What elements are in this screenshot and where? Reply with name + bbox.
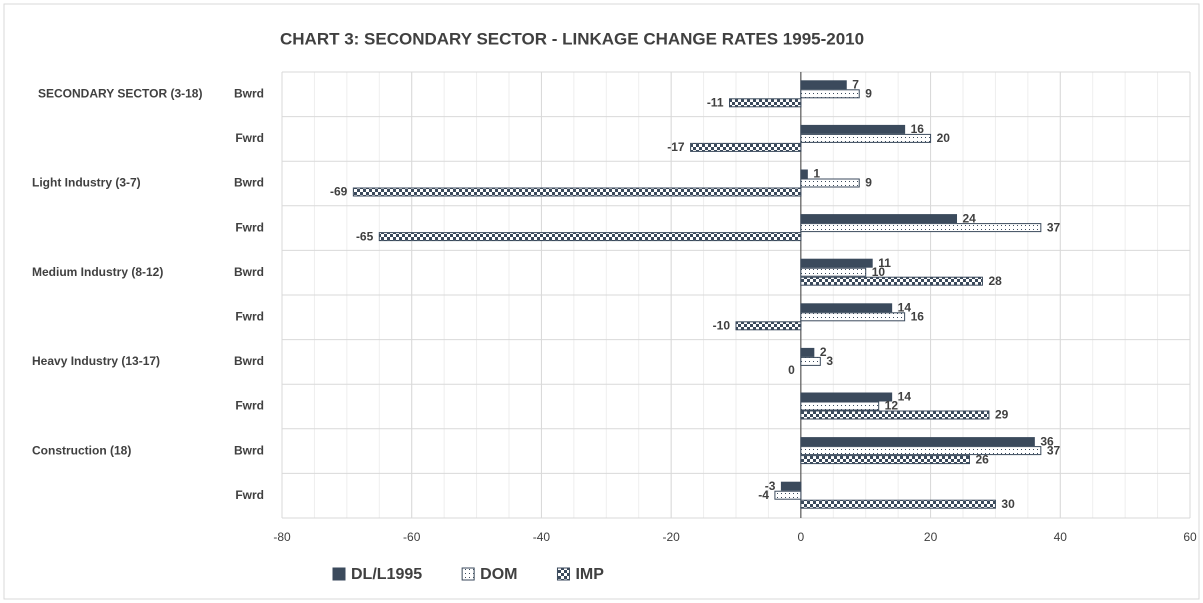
bar — [800, 392, 893, 402]
data-label: 10 — [872, 265, 886, 279]
category-label: Fwrd — [235, 399, 264, 413]
chart-title: CHART 3: SECONDARY SECTOR - LINKAGE CHAN… — [280, 29, 864, 48]
bar — [800, 169, 808, 179]
bar — [800, 347, 815, 357]
bar — [800, 410, 990, 420]
data-label: 14 — [898, 390, 912, 404]
bar — [690, 142, 802, 152]
x-tick-label: 40 — [1054, 530, 1068, 544]
x-tick-label: -20 — [662, 530, 680, 544]
x-tick-label: 20 — [924, 530, 938, 544]
bar — [800, 258, 873, 268]
category-label: Bwrd — [234, 354, 264, 368]
category-label: Fwrd — [235, 309, 264, 323]
bar — [800, 303, 893, 313]
group-label: Medium Industry (8-12) — [32, 265, 163, 279]
data-label: 14 — [898, 300, 912, 314]
group-label: Construction (18) — [32, 443, 131, 457]
data-label: 26 — [975, 452, 989, 466]
bar — [800, 89, 860, 99]
legend-swatch — [461, 567, 475, 581]
category-label: Bwrd — [234, 443, 264, 457]
data-label: 36 — [1040, 434, 1054, 448]
data-label: 9 — [865, 86, 872, 100]
bar — [800, 312, 906, 322]
x-tick-label: -80 — [273, 530, 291, 544]
legend-swatch — [332, 567, 346, 581]
data-label: 12 — [885, 399, 899, 413]
category-label: Bwrd — [234, 265, 264, 279]
category-label: Fwrd — [235, 488, 264, 502]
data-label: 2 — [820, 345, 827, 359]
bar — [800, 214, 958, 224]
legend-swatch — [556, 567, 570, 581]
category-label: Bwrd — [234, 176, 264, 190]
category-label: Fwrd — [235, 131, 264, 145]
bar — [800, 124, 906, 134]
bar — [352, 187, 802, 197]
x-tick-label: 60 — [1183, 530, 1197, 544]
data-label: 1 — [813, 167, 820, 181]
data-label: -10 — [713, 318, 731, 332]
legend-label: DL/L1995 — [351, 566, 422, 583]
bar — [774, 490, 802, 500]
bar — [735, 321, 802, 331]
data-label: 37 — [1047, 220, 1061, 234]
data-label: 16 — [911, 122, 925, 136]
data-label: 20 — [937, 131, 951, 145]
bar — [800, 455, 970, 465]
bar — [800, 80, 847, 90]
bar — [800, 267, 867, 277]
data-label: -65 — [356, 229, 374, 243]
category-label: Fwrd — [235, 220, 264, 234]
bar — [800, 401, 880, 411]
bar — [780, 481, 802, 491]
group-label: Heavy Industry (13-17) — [32, 354, 160, 368]
x-tick-label: -60 — [403, 530, 421, 544]
bar — [800, 223, 1042, 233]
bar — [800, 437, 1035, 447]
data-label: -17 — [667, 140, 685, 154]
chart-border — [3, 3, 1200, 600]
data-label: -3 — [765, 479, 776, 493]
x-tick-label: -40 — [533, 530, 551, 544]
legend-label: DOM — [480, 566, 517, 583]
bar — [800, 178, 860, 188]
category-label: Bwrd — [234, 86, 264, 100]
data-label: 11 — [878, 256, 891, 270]
bar — [800, 356, 821, 366]
data-label: 0 — [788, 363, 795, 377]
group-label: SECONDARY SECTOR (3-18) — [38, 86, 202, 100]
data-label: 9 — [865, 176, 872, 190]
data-label: 30 — [1001, 497, 1015, 511]
bar — [800, 499, 996, 509]
bar — [800, 276, 983, 286]
data-label: 16 — [911, 309, 925, 323]
bar — [800, 446, 1042, 456]
data-label: -11 — [707, 95, 724, 109]
data-label: 3 — [826, 354, 833, 368]
data-label: -69 — [330, 185, 348, 199]
data-label: -4 — [758, 488, 769, 502]
bar — [800, 133, 932, 143]
data-label: 7 — [852, 77, 859, 91]
data-label: 29 — [995, 408, 1009, 422]
data-label: 28 — [988, 274, 1002, 288]
bar — [378, 232, 802, 242]
x-tick-label: 0 — [798, 530, 805, 544]
legend-label: IMP — [575, 566, 604, 583]
group-label: Light Industry (3-7) — [32, 176, 141, 190]
bar — [729, 98, 802, 108]
data-label: 37 — [1047, 443, 1061, 457]
data-label: 24 — [963, 211, 977, 225]
